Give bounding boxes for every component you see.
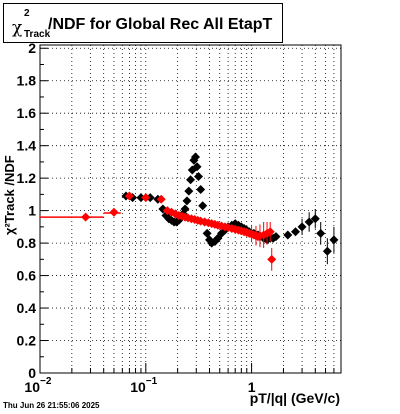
y-tick-label: 0 (28, 365, 36, 381)
x-axis-label: pT/|q| (GeV/c) (249, 390, 340, 406)
data-point (290, 227, 300, 237)
data-point (267, 254, 277, 264)
y-tick-label: 0.4 (17, 300, 37, 316)
y-axis-label: χ²Track /NDF (2, 155, 17, 235)
data-point (182, 196, 192, 206)
x-tick-exponent: −1 (146, 376, 158, 387)
y-tick-label: 1.6 (17, 105, 37, 121)
data-point (322, 246, 332, 256)
x-tick-label: 1 (248, 379, 256, 395)
data-point (297, 222, 307, 232)
data-point (141, 193, 151, 203)
data-point (124, 191, 134, 201)
data-point (109, 207, 119, 217)
y-tick-label: 0.8 (17, 235, 37, 251)
data-point (329, 235, 339, 245)
chart-title: /NDF for Global Rec All EtapT (48, 16, 273, 33)
x-tick-exponent: −2 (40, 376, 52, 387)
data-point (304, 217, 314, 227)
data-point (194, 172, 204, 182)
data-point (192, 162, 202, 172)
data-point (310, 214, 320, 224)
data-point (184, 186, 194, 196)
y-tick-label: 1.8 (17, 73, 37, 89)
data-point (198, 201, 208, 211)
data-point (186, 175, 196, 185)
data-point (136, 193, 146, 203)
y-tick-label: 2 (28, 40, 36, 56)
y-tick-label: 1.2 (17, 170, 37, 186)
title-superscript: 2 (24, 8, 30, 19)
title-subscript: Track (24, 29, 51, 40)
data-point (283, 230, 293, 240)
x-tick-label: 10 (24, 379, 40, 395)
datestamp: Thu Jun 26 21:55:06 2025 (3, 401, 100, 410)
title-chi-symbol: χ (12, 18, 23, 38)
y-tick-label: 0.2 (17, 333, 37, 349)
title-box: χ 2 Track /NDF for Global Rec All EtapT (3, 3, 283, 43)
y-tick-label: 0.6 (17, 268, 37, 284)
x-tick-label: 10 (130, 379, 146, 395)
data-point (191, 152, 201, 162)
data-point (180, 204, 190, 214)
data-point (156, 194, 166, 204)
plot-frame (39, 44, 342, 374)
data-point (316, 228, 326, 238)
data-point (265, 227, 275, 237)
data-point (196, 185, 206, 195)
y-tick-label: 1.4 (17, 138, 37, 154)
y-tick-label: 1 (28, 203, 36, 219)
data-point (81, 212, 91, 222)
data-point (271, 232, 281, 242)
